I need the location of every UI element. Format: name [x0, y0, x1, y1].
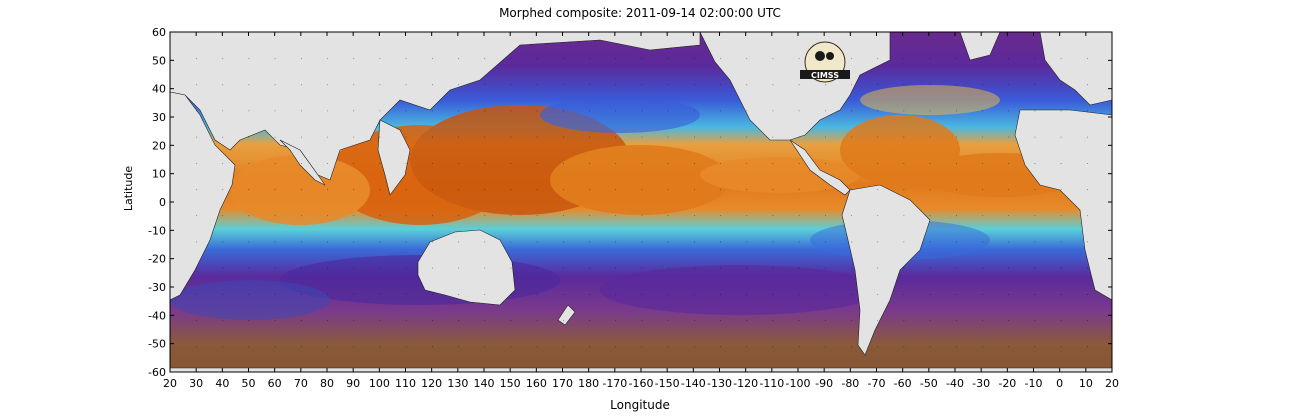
x-tick-label: 20: [163, 377, 177, 390]
x-tick-label: 120: [421, 377, 442, 390]
x-tick-label: -130: [707, 377, 732, 390]
x-tick-label: 160: [526, 377, 547, 390]
y-axis-ticks: 60 50 40 30 20 10 0 -10 -20 -30 -40 -50 -60: [148, 26, 1112, 379]
x-tick-label: -110: [759, 377, 784, 390]
x-tick-label: 130: [447, 377, 468, 390]
y-tick-label: -60: [148, 366, 166, 379]
x-tick-label: 30: [189, 377, 203, 390]
x-tick-label: 180: [578, 377, 599, 390]
x-tick-label: 140: [474, 377, 495, 390]
y-tick-label: 30: [152, 111, 166, 124]
y-tick-label: -40: [148, 309, 166, 322]
x-tick-label: 60: [268, 377, 282, 390]
y-tick-label: 40: [152, 83, 166, 96]
x-tick-label: 90: [346, 377, 360, 390]
cimss-logo: CIMSS: [800, 41, 850, 83]
x-tick-label: -40: [946, 377, 964, 390]
x-axis-label: Longitude: [610, 398, 670, 412]
grid-dots: [170, 32, 1112, 372]
x-tick-label: -30: [972, 377, 990, 390]
x-tick-label: -120: [733, 377, 758, 390]
map-title: Morphed composite: 2011-09-14 02:00:00 U…: [499, 6, 781, 20]
x-tick-label: -20: [998, 377, 1016, 390]
x-tick-label: 110: [395, 377, 416, 390]
x-tick-label: -140: [681, 377, 706, 390]
x-tick-label: 0: [1056, 377, 1063, 390]
x-tick-label: 170: [552, 377, 573, 390]
x-tick-label: 50: [242, 377, 256, 390]
x-tick-label: -150: [655, 377, 680, 390]
y-tick-label: 0: [159, 196, 166, 209]
x-tick-label: 70: [294, 377, 308, 390]
x-tick-label: -90: [815, 377, 833, 390]
cimss-logo-text: CIMSS: [811, 71, 839, 80]
y-tick-label: 50: [152, 54, 166, 67]
x-tick-label: 40: [215, 377, 229, 390]
x-tick-label: -60: [894, 377, 912, 390]
x-axis-ticks: 20 30 40 50 60 70 80 90 100 110 120 130 140 150 160 170…: [163, 32, 1119, 390]
x-tick-label: -80: [841, 377, 859, 390]
x-tick-label: -100: [786, 377, 811, 390]
x-tick-label: -10: [1025, 377, 1043, 390]
x-tick-label: 100: [369, 377, 390, 390]
x-tick-label: -70: [868, 377, 886, 390]
y-tick-label: -30: [148, 281, 166, 294]
x-tick-label: -160: [629, 377, 654, 390]
x-tick-label: -170: [602, 377, 627, 390]
y-tick-label: -50: [148, 338, 166, 351]
x-tick-label: -50: [920, 377, 938, 390]
x-tick-label: 150: [500, 377, 521, 390]
y-tick-label: 60: [152, 26, 166, 39]
y-tick-label: -20: [148, 253, 166, 266]
x-tick-label: 20: [1105, 377, 1119, 390]
y-tick-label: -10: [148, 224, 166, 237]
y-tick-label: 10: [152, 168, 166, 181]
y-tick-label: 20: [152, 139, 166, 152]
map-plot-area: CIMSS: [170, 32, 1112, 372]
x-tick-label: 80: [320, 377, 334, 390]
x-tick-label: 10: [1079, 377, 1093, 390]
